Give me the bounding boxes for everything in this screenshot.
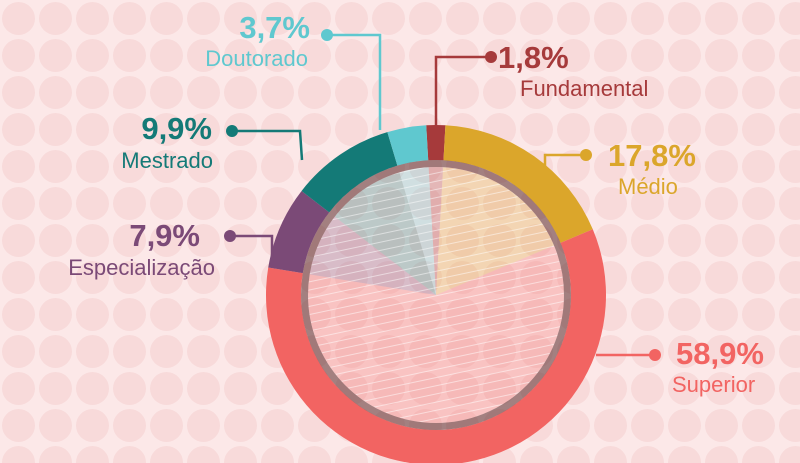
value-label: 9,9% xyxy=(141,111,212,146)
donut-segment xyxy=(266,229,606,463)
donut-segment xyxy=(443,125,593,243)
inner-hatch xyxy=(428,167,444,295)
inner-hatch xyxy=(399,167,436,295)
donut-segment xyxy=(387,125,429,166)
inner-hatch xyxy=(309,216,436,295)
donut-segment xyxy=(268,190,330,274)
leader-line xyxy=(434,55,491,130)
inner-hatch xyxy=(436,167,555,295)
donut-segment xyxy=(301,132,398,213)
category-label: Superior xyxy=(672,372,755,397)
category-label: Especialização xyxy=(68,255,215,280)
category-label: Mestrado xyxy=(121,148,213,173)
labels: 1,8%Fundamental 17,8%Médio 58,9%Superior 7,… xyxy=(68,10,764,397)
leader-dot xyxy=(224,230,236,242)
value-label: 1,8% xyxy=(498,40,569,75)
inner-ring xyxy=(301,160,571,430)
value-label: 17,8% xyxy=(608,138,696,173)
leader-dot xyxy=(485,51,497,63)
category-label: Doutorado xyxy=(205,46,308,71)
category-label: Fundamental xyxy=(520,76,648,101)
pie xyxy=(266,125,606,463)
leader-dot xyxy=(649,349,661,361)
value-label: 7,9% xyxy=(129,218,200,253)
value-label: 3,7% xyxy=(239,10,310,45)
category-label: Médio xyxy=(618,174,678,199)
leader-line xyxy=(230,234,274,258)
leader-dot xyxy=(580,149,592,161)
inner-hatch xyxy=(334,172,436,295)
value-label: 58,9% xyxy=(676,336,764,371)
leader-line xyxy=(232,129,304,161)
leader-dot xyxy=(226,125,238,137)
inner-hatch xyxy=(308,245,564,423)
leader-line xyxy=(543,153,586,168)
leader-dot xyxy=(321,29,333,41)
donut-segment xyxy=(426,125,446,161)
leader-line xyxy=(327,33,382,130)
